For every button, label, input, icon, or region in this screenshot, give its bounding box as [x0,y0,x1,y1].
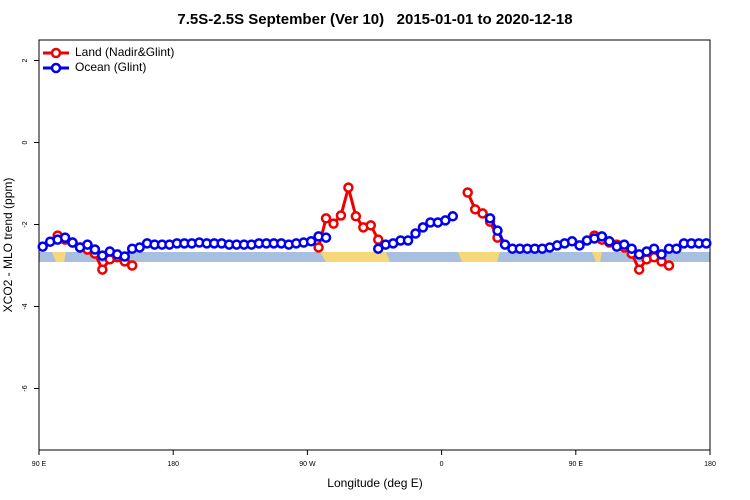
data-point [313,242,324,253]
x-tick-label: 180 [704,461,716,468]
data-point [328,218,339,229]
data-point [469,204,481,215]
x-tick-label: 90 E [569,461,584,468]
y-tick-label: 0 [22,140,29,144]
data-point [447,211,459,222]
data-point [656,249,667,260]
x-axis-label: Longitude (deg E) [327,476,422,490]
data-point [663,260,675,271]
y-axis-label: XCO2 - MLO trend (ppm) [1,178,15,313]
data-point [89,244,101,255]
data-point [343,182,354,193]
data-point [462,187,473,198]
data-point [626,243,637,254]
data-point [82,239,93,250]
x-tick-label: 90 W [299,461,316,468]
data-point [59,232,71,243]
legend-marker [50,47,62,59]
legend-label: Land (Nadir&Glint) [75,45,174,59]
data-point [126,260,138,271]
legend-marker [50,62,62,74]
x-tick-label: 0 [440,461,444,468]
data-point [97,264,108,275]
data-point [440,215,451,226]
data-point [633,264,645,275]
y-tick-label: -4 [22,303,29,309]
data-point [402,235,414,246]
y-tick-label: -2 [22,221,29,227]
chart-title: 7.5S-2.5S September (Ver 10) 2015-01-01 … [177,11,572,28]
data-point [484,213,496,224]
data-point [596,231,608,242]
data-point [305,236,317,247]
data-point [477,208,488,219]
data-point [701,238,712,249]
data-point [619,239,630,250]
data-point [499,239,511,250]
data-point [417,222,429,233]
data-point [365,220,377,231]
data-point [350,211,362,222]
data-point [97,250,108,261]
data-point [648,243,660,254]
legend-label: Ocean (Glint) [75,60,146,74]
y-tick-label: 2 [22,58,29,62]
data-point [67,237,78,248]
y-tick-label: -6 [22,385,29,391]
data-point [320,232,332,243]
data-point [671,243,682,254]
data-point [320,213,332,224]
data-point [604,236,615,247]
data-point [566,236,578,247]
data-point [492,225,503,236]
data-point [335,210,347,221]
data-point [37,241,48,252]
x-tick-label: 180 [167,461,179,468]
data-point [410,228,421,239]
data-point [372,243,384,254]
data-point [574,240,585,251]
data-point [134,242,145,253]
x-tick-label: 90 E [32,461,47,468]
data-point [119,251,130,262]
land-ocean-strip [39,252,710,262]
